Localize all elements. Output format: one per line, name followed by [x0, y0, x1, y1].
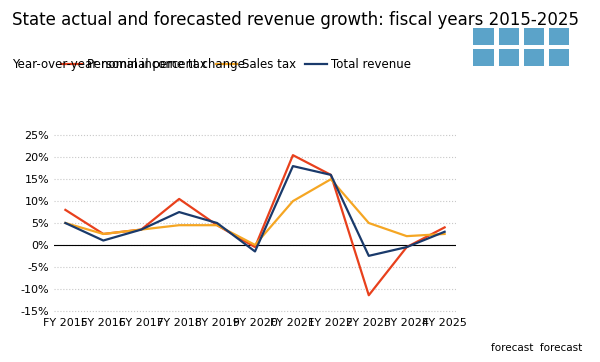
- FancyBboxPatch shape: [524, 49, 544, 66]
- FancyBboxPatch shape: [473, 49, 494, 66]
- FancyBboxPatch shape: [499, 49, 519, 66]
- FancyBboxPatch shape: [499, 28, 519, 45]
- Text: Year-over-year nominal percent change: Year-over-year nominal percent change: [12, 58, 245, 71]
- Text: forecast  forecast: forecast forecast: [491, 343, 583, 353]
- Text: State actual and forecasted revenue growth: fiscal years 2015-2025: State actual and forecasted revenue grow…: [12, 11, 579, 29]
- FancyBboxPatch shape: [524, 28, 544, 45]
- Text: TPC: TPC: [503, 78, 547, 98]
- FancyBboxPatch shape: [473, 28, 494, 45]
- FancyBboxPatch shape: [549, 49, 569, 66]
- Legend: Personal income tax, Sales tax, Total revenue: Personal income tax, Sales tax, Total re…: [56, 54, 416, 76]
- FancyBboxPatch shape: [549, 28, 569, 45]
